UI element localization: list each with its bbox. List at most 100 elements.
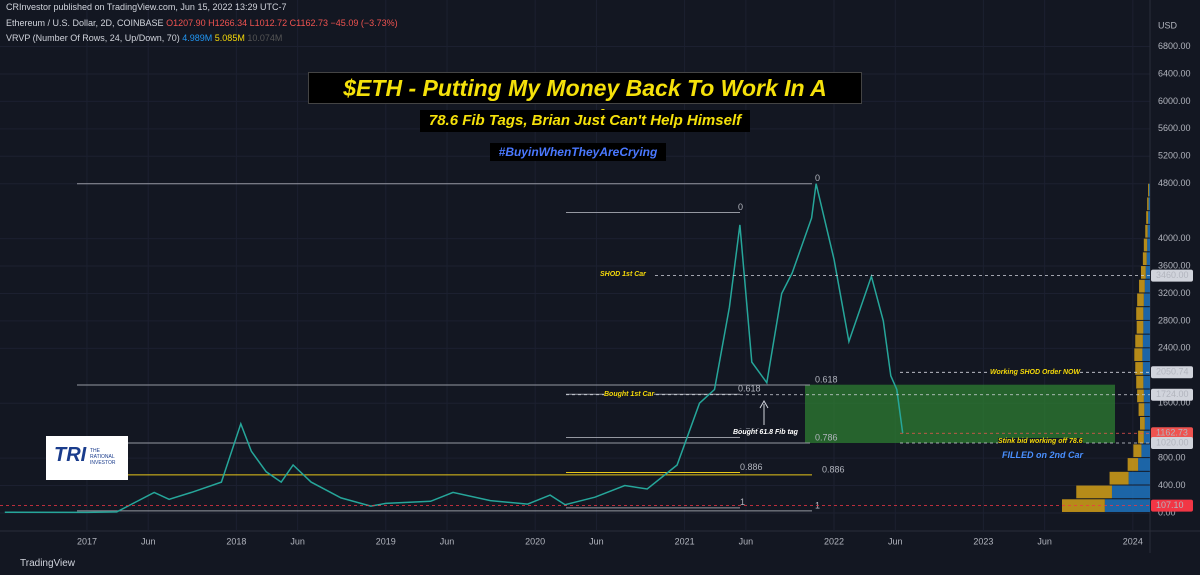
x-tick-label: 2021: [675, 536, 695, 546]
volume-up: [1145, 224, 1148, 238]
ohlc: O1207.90 H1266.34 L1012.72 C1162.73 −45.…: [166, 18, 398, 28]
price-label: 3460.00: [1156, 270, 1189, 280]
x-tick-label: 2023: [973, 536, 993, 546]
arrow-head: [759, 399, 769, 409]
y-unit: USD: [1158, 20, 1178, 30]
buy-zone: [805, 384, 1115, 444]
x-tick-label: Jun: [290, 536, 305, 546]
volume-up: [1127, 458, 1139, 471]
x-tick-label: 2019: [376, 536, 396, 546]
y-tick-label: 3200.00: [1158, 288, 1191, 298]
price-label: 1020.00: [1156, 437, 1189, 447]
symbol: Ethereum / U.S. Dollar, 2D, COINBASE: [6, 18, 164, 28]
price-label: 1724.00: [1156, 389, 1189, 399]
publisher: CRInvestor published on TradingView.com,…: [6, 2, 287, 12]
volume-up: [1109, 471, 1129, 485]
price-label: 107.10: [1156, 500, 1184, 510]
volume-up: [1076, 485, 1112, 499]
down-volume: 5.085M: [214, 33, 245, 43]
volume-up: [1136, 320, 1144, 334]
up-volume: 4.989M: [182, 33, 213, 43]
annotation: Stink bid working off 78.6: [998, 438, 1083, 445]
y-tick-label: 800.00: [1158, 452, 1186, 462]
y-tick-label: 6400.00: [1158, 68, 1191, 78]
total-volume: 10.074M: [247, 33, 283, 43]
y-tick-label: 6800.00: [1158, 41, 1191, 51]
x-tick-label: Jun: [1037, 536, 1052, 546]
volume-down: [1128, 471, 1150, 485]
volume-up: [1135, 334, 1143, 348]
volume-up: [1133, 444, 1142, 458]
volume-down: [1144, 279, 1150, 293]
volume-up: [1146, 211, 1149, 224]
x-tick-label: Jun: [440, 536, 455, 546]
annotation: SHOD 1st Car: [600, 271, 646, 278]
annotation: Bought 1st Car: [604, 391, 655, 398]
volume-up: [1140, 416, 1145, 430]
volume-up: [1135, 362, 1143, 375]
y-tick-label: 5200.00: [1158, 151, 1191, 161]
indicator-line: VRVP (Number Of Rows, 24, Up/Down, 70) 4…: [6, 33, 282, 43]
volume-up: [1136, 375, 1144, 389]
price-label-box: [1151, 499, 1193, 512]
volume-down: [1111, 485, 1150, 499]
annotation: Bought 61.8 Fib tag: [733, 429, 798, 436]
x-tick-label: Jun: [739, 536, 754, 546]
volume-down: [1146, 252, 1150, 266]
y-tick-label: 2400.00: [1158, 343, 1191, 353]
y-tick-label: 3600.00: [1158, 260, 1191, 270]
volume-down: [1143, 320, 1150, 334]
volume-down: [1142, 362, 1150, 375]
volume-down: [1138, 458, 1150, 471]
x-tick-label: 2022: [824, 536, 844, 546]
annotation: Working SHOD Order NOW: [990, 369, 1081, 376]
volume-down: [1144, 416, 1150, 430]
volume-down: [1147, 238, 1150, 252]
fib-label: 0.886: [740, 462, 763, 472]
volume-up: [1140, 266, 1146, 279]
price-label-box: [1151, 366, 1193, 379]
volume-up: [1138, 403, 1145, 416]
x-tick-label: Jun: [141, 536, 156, 546]
volume-down: [1144, 403, 1150, 416]
volume-down: [1142, 334, 1150, 348]
price-label-box: [1151, 269, 1193, 282]
y-tick-label: 1600.00: [1158, 398, 1191, 408]
fib-label: 0.618: [815, 374, 838, 384]
volume-down: [1143, 430, 1150, 444]
volume-down: [1142, 348, 1150, 362]
y-tick-label: 2800.00: [1158, 315, 1191, 325]
fib-label: 0: [815, 173, 820, 183]
y-tick-label: 0.00: [1158, 507, 1176, 517]
y-tick-label: 6000.00: [1158, 96, 1191, 106]
chart-title: $ETH - Putting My Money Back To Work In …: [308, 72, 862, 131]
fib-label: 0: [738, 202, 743, 212]
price-line: [4, 183, 904, 514]
volume-down: [1143, 375, 1150, 389]
price-label-box: [1151, 437, 1193, 450]
price-label: 1162.73: [1156, 428, 1188, 438]
fib-label: 0.618: [738, 384, 761, 394]
volume-up: [1137, 389, 1144, 403]
x-tick-label: 2020: [525, 536, 545, 546]
x-tick-label: 2018: [226, 536, 246, 546]
hashtag: #BuyinWhenTheyAreCrying: [490, 143, 666, 161]
volume-up: [1137, 293, 1144, 307]
x-tick-label: 2017: [77, 536, 97, 546]
volume-up: [1138, 430, 1144, 444]
volume-up: [1139, 279, 1145, 293]
y-tick-label: 4000.00: [1158, 233, 1191, 243]
y-tick-label: 400.00: [1158, 480, 1186, 490]
price-label: 2050.74: [1156, 367, 1189, 377]
volume-down: [1104, 499, 1150, 512]
fib-label: 0.786: [815, 432, 838, 442]
volume-up: [1134, 348, 1143, 362]
volume-up: [1136, 307, 1144, 320]
fib-label: 0.886: [822, 464, 845, 474]
logo: TRI THE RATIONAL INVESTOR: [46, 436, 128, 480]
chart-subtitle: 78.6 Fib Tags, Brian Just Can't Help Him…: [420, 110, 750, 132]
y-tick-label: 4800.00: [1158, 178, 1191, 188]
price-label-box: [1151, 388, 1193, 401]
price-label-box: [1151, 427, 1193, 440]
